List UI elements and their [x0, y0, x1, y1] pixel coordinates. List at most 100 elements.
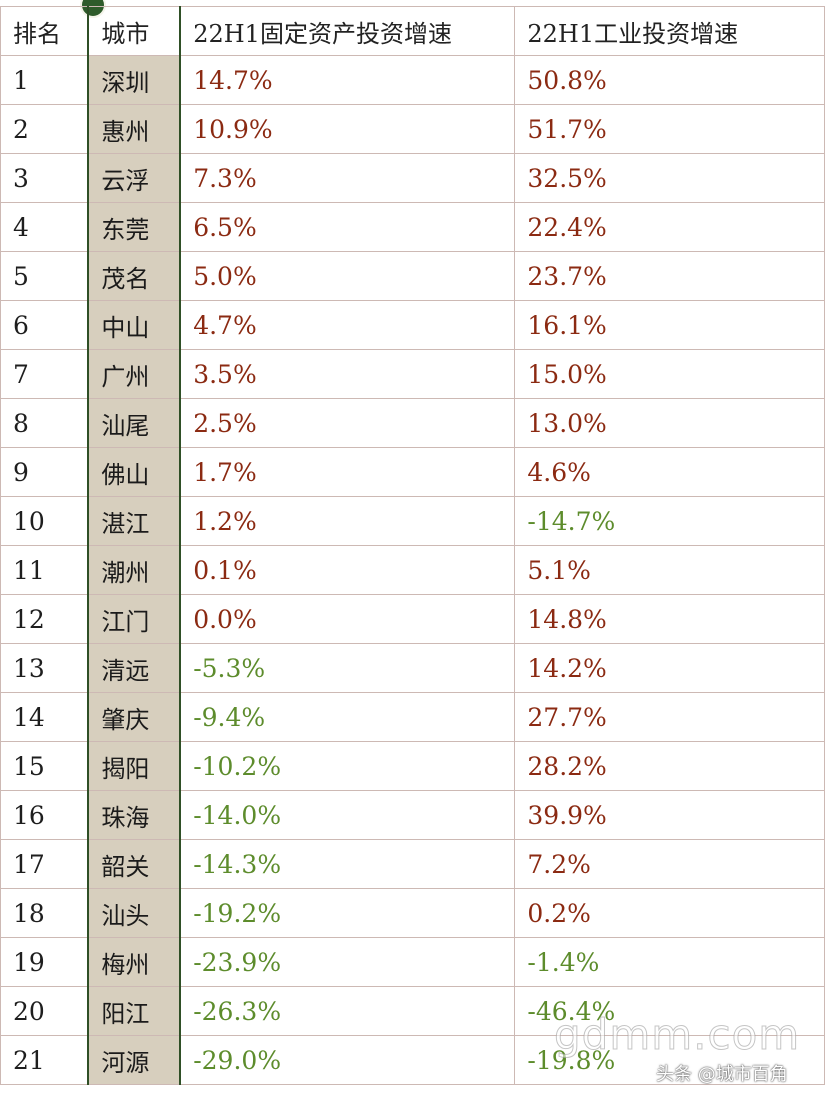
fixed-investment-cell: -9.4% — [179, 692, 516, 742]
industrial-investment-cell: 7.2% — [514, 839, 825, 889]
industrial-investment-cell: 15.0% — [514, 349, 825, 399]
fixed-investment-cell: -14.3% — [179, 839, 516, 889]
fixed-investment-cell: 5.0% — [179, 251, 516, 301]
fixed-investment-cell: 0.0% — [179, 594, 516, 644]
table-row: 8 汕尾 2.5% 13.0% — [0, 398, 825, 448]
fixed-investment-cell: 14.7% — [179, 55, 516, 105]
rank-cell: 10 — [0, 496, 89, 546]
rank-cell: 7 — [0, 349, 89, 399]
table-row: 14 肇庆 -9.4% 27.7% — [0, 692, 825, 742]
rank-cell: 19 — [0, 937, 89, 987]
table-row: 21 河源 -29.0% -19.8% — [0, 1035, 825, 1085]
industrial-investment-cell: 14.2% — [514, 643, 825, 693]
rank-cell: 1 — [0, 55, 89, 105]
city-cell: 茂名 — [87, 251, 182, 301]
city-cell: 汕尾 — [87, 398, 182, 448]
industrial-investment-cell: 16.1% — [514, 300, 825, 350]
city-cell: 深圳 — [87, 55, 182, 105]
industrial-investment-cell: 32.5% — [514, 153, 825, 203]
industrial-investment-cell: 51.7% — [514, 104, 825, 154]
city-cell: 肇庆 — [87, 692, 182, 742]
table-row: 1 深圳 14.7% 50.8% — [0, 55, 825, 105]
rank-cell: 4 — [0, 202, 89, 252]
table-row: 4 东莞 6.5% 22.4% — [0, 202, 825, 252]
header-fixed-investment: 22H1固定资产投资增速 — [179, 6, 516, 56]
fixed-investment-cell: 2.5% — [179, 398, 516, 448]
fixed-investment-cell: -23.9% — [179, 937, 516, 987]
city-cell: 韶关 — [87, 839, 182, 889]
table-row: 2 惠州 10.9% 51.7% — [0, 104, 825, 154]
fixed-investment-cell: 1.2% — [179, 496, 516, 546]
rank-cell: 17 — [0, 839, 89, 889]
table-row: 6 中山 4.7% 16.1% — [0, 300, 825, 350]
industrial-investment-cell: 5.1% — [514, 545, 825, 595]
rank-cell: 21 — [0, 1035, 89, 1085]
rank-cell: 11 — [0, 545, 89, 595]
table-row: 10 湛江 1.2% -14.7% — [0, 496, 825, 546]
rank-cell: 5 — [0, 251, 89, 301]
city-cell: 佛山 — [87, 447, 182, 497]
table-row: 18 汕头 -19.2% 0.2% — [0, 888, 825, 938]
industrial-investment-cell: -1.4% — [514, 937, 825, 987]
industrial-investment-cell: 39.9% — [514, 790, 825, 840]
city-cell: 广州 — [87, 349, 182, 399]
header-rank: 排名 — [0, 6, 89, 56]
header-city: 城市 — [87, 6, 182, 56]
industrial-investment-cell: 4.6% — [514, 447, 825, 497]
industrial-investment-cell: 14.8% — [514, 594, 825, 644]
fixed-investment-cell: -14.0% — [179, 790, 516, 840]
fixed-investment-cell: 6.5% — [179, 202, 516, 252]
table-row: 17 韶关 -14.3% 7.2% — [0, 839, 825, 889]
rank-cell: 12 — [0, 594, 89, 644]
table-row: 9 佛山 1.7% 4.6% — [0, 447, 825, 497]
table-row: 16 珠海 -14.0% 39.9% — [0, 790, 825, 840]
fixed-investment-cell: -29.0% — [179, 1035, 516, 1085]
rank-cell: 15 — [0, 741, 89, 791]
city-cell: 阳江 — [87, 986, 182, 1036]
rank-cell: 16 — [0, 790, 89, 840]
rank-cell: 3 — [0, 153, 89, 203]
rank-cell: 6 — [0, 300, 89, 350]
city-cell: 揭阳 — [87, 741, 182, 791]
city-cell: 潮州 — [87, 545, 182, 595]
table-row: 5 茂名 5.0% 23.7% — [0, 251, 825, 301]
industrial-investment-cell: 50.8% — [514, 55, 825, 105]
table-row: 3 云浮 7.3% 32.5% — [0, 153, 825, 203]
industrial-investment-cell: 13.0% — [514, 398, 825, 448]
rank-cell: 13 — [0, 643, 89, 693]
rank-cell: 8 — [0, 398, 89, 448]
table-row: 15 揭阳 -10.2% 28.2% — [0, 741, 825, 791]
table-row: 12 江门 0.0% 14.8% — [0, 594, 825, 644]
table-row: 19 梅州 -23.9% -1.4% — [0, 937, 825, 987]
city-cell: 云浮 — [87, 153, 182, 203]
rank-cell: 14 — [0, 692, 89, 742]
industrial-investment-cell: 22.4% — [514, 202, 825, 252]
city-cell: 汕头 — [87, 888, 182, 938]
industrial-investment-cell: 0.2% — [514, 888, 825, 938]
fixed-investment-cell: 4.7% — [179, 300, 516, 350]
fixed-investment-cell: 7.3% — [179, 153, 516, 203]
fixed-investment-cell: 0.1% — [179, 545, 516, 595]
table-row: 13 清远 -5.3% 14.2% — [0, 643, 825, 693]
fixed-investment-cell: -10.2% — [179, 741, 516, 791]
industrial-investment-cell: -19.8% — [514, 1035, 825, 1085]
rank-cell: 9 — [0, 447, 89, 497]
city-cell: 珠海 — [87, 790, 182, 840]
city-cell: 清远 — [87, 643, 182, 693]
fixed-investment-cell: 1.7% — [179, 447, 516, 497]
city-cell: 江门 — [87, 594, 182, 644]
table-row: 7 广州 3.5% 15.0% — [0, 349, 825, 399]
fixed-investment-cell: -26.3% — [179, 986, 516, 1036]
city-cell: 湛江 — [87, 496, 182, 546]
industrial-investment-cell: -14.7% — [514, 496, 825, 546]
city-cell: 梅州 — [87, 937, 182, 987]
fixed-investment-cell: -5.3% — [179, 643, 516, 693]
city-cell: 河源 — [87, 1035, 182, 1085]
industrial-investment-cell: -46.4% — [514, 986, 825, 1036]
rank-cell: 18 — [0, 888, 89, 938]
city-cell: 东莞 — [87, 202, 182, 252]
table-row: 11 潮州 0.1% 5.1% — [0, 545, 825, 595]
fixed-investment-cell: 3.5% — [179, 349, 516, 399]
table-row: 20 阳江 -26.3% -46.4% — [0, 986, 825, 1036]
